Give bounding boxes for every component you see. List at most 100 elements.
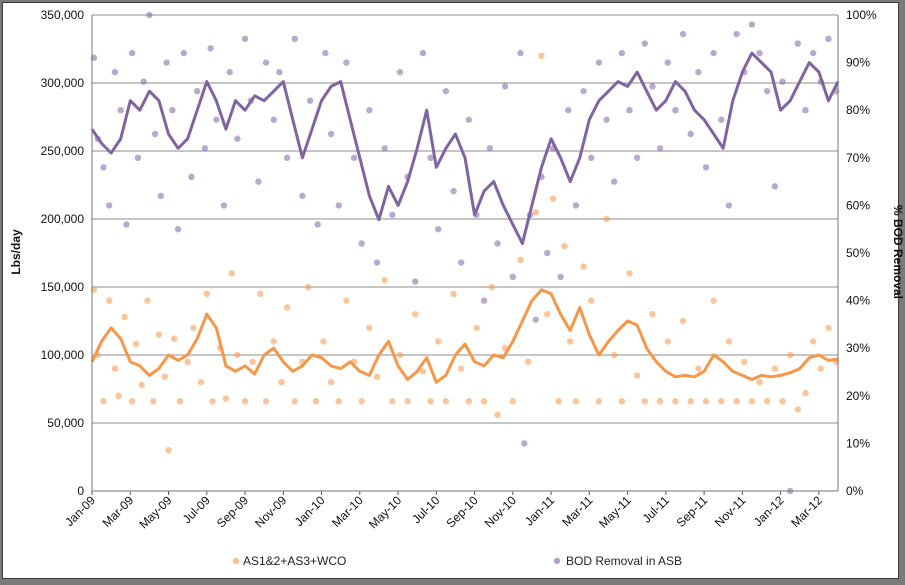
x-tick-label: Jan-11 bbox=[522, 493, 557, 528]
x-tick-label: Jan-09 bbox=[62, 493, 98, 529]
scatter-point-series-1 bbox=[327, 379, 335, 386]
scatter-point-series-2 bbox=[687, 130, 694, 138]
scatter-point-series-2 bbox=[480, 297, 488, 304]
scatter-point-series-2 bbox=[656, 145, 664, 152]
x-tick-label: Nov-09 bbox=[252, 493, 289, 530]
scatter-point-series-2 bbox=[802, 107, 809, 114]
scatter-point-series-2 bbox=[163, 59, 170, 66]
scatter-point-series-1 bbox=[664, 338, 671, 345]
scatter-point-series-1 bbox=[262, 398, 270, 405]
scatter-point-series-1 bbox=[457, 365, 465, 372]
legend-label-series-2: BOD Removal in ASB bbox=[566, 554, 682, 568]
scatter-point-series-2 bbox=[306, 97, 314, 104]
scatter-point-series-2 bbox=[194, 87, 201, 95]
scatter-point-series-2 bbox=[557, 273, 564, 280]
scatter-point-series-1 bbox=[427, 398, 434, 405]
scatter-point-series-1 bbox=[412, 311, 419, 318]
scatter-point-series-1 bbox=[817, 365, 824, 372]
scatter-point-series-2 bbox=[509, 273, 517, 280]
scatter-point-series-1 bbox=[494, 411, 501, 419]
scatter-point-series-1 bbox=[702, 398, 710, 405]
tick-labels: 0 50,000 100,000 150,000 200,000 250,000 300,0… bbox=[41, 8, 877, 531]
scatter-point-series-1 bbox=[771, 365, 779, 372]
scatter-point-series-1 bbox=[435, 338, 442, 345]
scatter-point-series-2 bbox=[366, 107, 373, 114]
scatter-point-series-1 bbox=[786, 351, 794, 359]
trend-line-series-1 bbox=[90, 288, 839, 384]
scatter-point-series-2 bbox=[262, 59, 270, 66]
scatter-point-series-1 bbox=[209, 398, 216, 405]
scatter-point-series-1 bbox=[465, 398, 473, 405]
legend-marker-series-2 bbox=[553, 557, 561, 565]
scatter-point-series-1 bbox=[679, 317, 687, 325]
scatter-point-series-1 bbox=[626, 270, 633, 277]
scatter-point-series-1 bbox=[381, 277, 388, 284]
x-tick-label: Jul-11 bbox=[640, 493, 673, 526]
scatter-point-series-1 bbox=[532, 209, 539, 216]
scatter-point-series-2 bbox=[213, 116, 220, 123]
scatter-point-series-2 bbox=[435, 226, 442, 233]
y-tick-label: 150,000 bbox=[41, 280, 85, 294]
scatter-point-series-1 bbox=[358, 398, 365, 405]
scatter-point-series-2 bbox=[465, 116, 473, 123]
y-tick-label: 100,000 bbox=[41, 348, 85, 362]
scatter-point-series-1 bbox=[603, 215, 610, 223]
y-tick-label: 350,000 bbox=[41, 8, 85, 22]
scatter-point-series-2 bbox=[180, 49, 188, 57]
scatter-point-series-2 bbox=[618, 49, 626, 57]
y2-tick-label: 70% bbox=[846, 151, 870, 165]
scatter-point-series-2 bbox=[611, 178, 618, 185]
scatter-point-series-2 bbox=[389, 211, 396, 219]
scatter-point-series-1 bbox=[710, 297, 717, 304]
scatter-point-series-1 bbox=[165, 447, 172, 454]
scatter-point-series-1 bbox=[450, 290, 457, 297]
x-tick-label: Jan-10 bbox=[292, 493, 328, 529]
scatter-point-series-2 bbox=[157, 192, 165, 200]
scatter-point-series-1 bbox=[128, 398, 136, 405]
scatter-point-series-1 bbox=[312, 398, 319, 405]
scatter-point-series-1 bbox=[802, 389, 809, 397]
scatter-point-series-1 bbox=[725, 338, 733, 345]
scatter-point-series-2 bbox=[276, 68, 283, 76]
scatter-point-series-2 bbox=[201, 145, 209, 152]
scatter-point-series-2 bbox=[603, 116, 610, 123]
y-tick-label: 300,000 bbox=[41, 76, 85, 90]
scatter-point-series-1 bbox=[538, 52, 545, 59]
scatter-point-series-2 bbox=[450, 187, 457, 195]
y-tick-label: 0 bbox=[77, 484, 84, 498]
scatter-points bbox=[90, 11, 840, 495]
scatter-point-series-1 bbox=[544, 311, 551, 318]
scatter-point-series-1 bbox=[234, 351, 241, 359]
scatter-point-series-1 bbox=[825, 324, 832, 331]
scatter-point-series-1 bbox=[442, 398, 450, 405]
y-tick-label: 200,000 bbox=[41, 212, 85, 226]
scatter-point-series-1 bbox=[389, 398, 396, 405]
scatter-point-series-1 bbox=[588, 297, 595, 304]
scatter-point-series-2 bbox=[358, 240, 365, 247]
scatter-point-series-1 bbox=[373, 373, 381, 380]
scatter-point-series-1 bbox=[517, 256, 524, 263]
scatter-point-series-2 bbox=[748, 21, 756, 28]
y-tick-label: 50,000 bbox=[47, 416, 84, 430]
scatter-point-series-1 bbox=[283, 304, 291, 311]
y2-axis-title: % BOD Removal bbox=[891, 205, 905, 299]
scatter-point-series-2 bbox=[427, 154, 434, 161]
scatter-point-series-1 bbox=[111, 365, 119, 372]
scatter-point-series-2 bbox=[809, 49, 817, 57]
scatter-point-series-1 bbox=[695, 365, 702, 372]
scatter-point-series-2 bbox=[771, 183, 779, 190]
scatter-point-series-2 bbox=[595, 59, 603, 66]
scatter-point-series-1 bbox=[741, 358, 748, 365]
y2-tick-label: 90% bbox=[846, 56, 870, 70]
y2-tick-label: 0% bbox=[846, 484, 864, 498]
scatter-point-series-2 bbox=[565, 107, 572, 114]
scatter-point-series-2 bbox=[664, 59, 671, 66]
scatter-point-series-1 bbox=[184, 358, 191, 365]
scatter-point-series-2 bbox=[419, 49, 427, 57]
x-tick-label: Mar-11 bbox=[559, 493, 595, 529]
x-tick-label: Sep-11 bbox=[674, 493, 711, 530]
x-tick-label: May-11 bbox=[596, 493, 634, 531]
scatter-point-series-1 bbox=[524, 358, 532, 365]
scatter-point-series-1 bbox=[473, 324, 480, 331]
scatter-point-series-2 bbox=[128, 49, 136, 57]
